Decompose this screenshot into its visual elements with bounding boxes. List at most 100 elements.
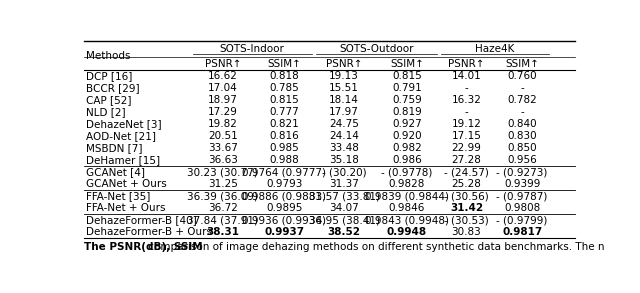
Text: 0.9839 (0.9844): 0.9839 (0.9844) xyxy=(365,191,449,201)
Text: 33.57 (33.81): 33.57 (33.81) xyxy=(308,191,380,201)
Text: comparison of image dehazing methods on different synthetic data benchmarks. The: comparison of image dehazing methods on … xyxy=(145,242,604,252)
Text: 27.28: 27.28 xyxy=(451,155,481,165)
Text: 31.25: 31.25 xyxy=(208,179,238,189)
Text: -: - xyxy=(465,108,468,117)
Text: 17.04: 17.04 xyxy=(208,84,237,93)
Text: GCANet [4]: GCANet [4] xyxy=(86,167,145,177)
Text: 0.927: 0.927 xyxy=(392,119,422,129)
Text: DehazeFormer-B + Ours: DehazeFormer-B + Ours xyxy=(86,227,212,237)
Text: 33.67: 33.67 xyxy=(208,143,238,153)
Text: 0.819: 0.819 xyxy=(392,108,422,117)
Text: MSBDN [7]: MSBDN [7] xyxy=(86,143,143,153)
Text: - (30.53): - (30.53) xyxy=(444,215,489,225)
Text: 38.52: 38.52 xyxy=(328,227,360,237)
Text: 17.15: 17.15 xyxy=(451,131,481,141)
Text: AOD-Net [21]: AOD-Net [21] xyxy=(86,131,156,141)
Text: -: - xyxy=(520,84,524,93)
Text: DeHamer [15]: DeHamer [15] xyxy=(86,155,160,165)
Text: FFA-Net [35]: FFA-Net [35] xyxy=(86,191,150,201)
Text: 25.28: 25.28 xyxy=(451,179,481,189)
Text: 0.9948: 0.9948 xyxy=(387,227,427,237)
Text: 0.988: 0.988 xyxy=(269,155,300,165)
Text: 0.821: 0.821 xyxy=(269,119,300,129)
Text: - (0.9787): - (0.9787) xyxy=(497,191,548,201)
Text: 0.9886 (0.9881): 0.9886 (0.9881) xyxy=(243,191,326,201)
Text: DehazeFormer-B [40]: DehazeFormer-B [40] xyxy=(86,215,196,225)
Text: 0.9843 (0.9948): 0.9843 (0.9948) xyxy=(365,215,449,225)
Text: 16.32: 16.32 xyxy=(451,96,481,105)
Text: 0.9808: 0.9808 xyxy=(504,203,540,213)
Text: SOTS-Indoor: SOTS-Indoor xyxy=(220,44,285,54)
Text: GCANet + Ours: GCANet + Ours xyxy=(86,179,166,189)
Text: BCCR [29]: BCCR [29] xyxy=(86,84,140,93)
Text: 0.9399: 0.9399 xyxy=(504,179,540,189)
Text: 0.9895: 0.9895 xyxy=(266,203,303,213)
Text: 20.51: 20.51 xyxy=(208,131,237,141)
Text: 35.18: 35.18 xyxy=(329,155,359,165)
Text: 31.42: 31.42 xyxy=(450,203,483,213)
Text: PSNR↑: PSNR↑ xyxy=(448,59,484,69)
Text: 34.95 (38.41): 34.95 (38.41) xyxy=(308,215,380,225)
Text: 0.9936 (0.9936): 0.9936 (0.9936) xyxy=(243,215,326,225)
Text: SSIM↑: SSIM↑ xyxy=(505,59,539,69)
Text: 19.12: 19.12 xyxy=(451,119,481,129)
Text: 0.956: 0.956 xyxy=(508,155,537,165)
Text: 0.9793: 0.9793 xyxy=(266,179,303,189)
Text: The PSNR(dB), SSIM: The PSNR(dB), SSIM xyxy=(84,242,203,252)
Text: 0.785: 0.785 xyxy=(269,84,300,93)
Text: - (24.57): - (24.57) xyxy=(444,167,489,177)
Text: 0.760: 0.760 xyxy=(508,71,537,81)
Text: - (0.9799): - (0.9799) xyxy=(497,215,548,225)
Text: 18.97: 18.97 xyxy=(208,96,238,105)
Text: 19.82: 19.82 xyxy=(208,119,238,129)
Text: 18.14: 18.14 xyxy=(329,96,359,105)
Text: 0.830: 0.830 xyxy=(508,131,537,141)
Text: 0.815: 0.815 xyxy=(269,96,300,105)
Text: 0.759: 0.759 xyxy=(392,96,422,105)
Text: 37.84 (37.91): 37.84 (37.91) xyxy=(188,215,259,225)
Text: 0.777: 0.777 xyxy=(269,108,300,117)
Text: DehazeNet [3]: DehazeNet [3] xyxy=(86,119,161,129)
Text: -: - xyxy=(465,84,468,93)
Text: 0.982: 0.982 xyxy=(392,143,422,153)
Text: - (30.56): - (30.56) xyxy=(444,191,489,201)
Text: PSNR↑: PSNR↑ xyxy=(205,59,241,69)
Text: 31.37: 31.37 xyxy=(329,179,359,189)
Text: SSIM↑: SSIM↑ xyxy=(268,59,301,69)
Text: 24.75: 24.75 xyxy=(329,119,359,129)
Text: Haze4K: Haze4K xyxy=(476,44,515,54)
Text: 0.850: 0.850 xyxy=(508,143,537,153)
Text: 15.51: 15.51 xyxy=(329,84,359,93)
Text: 36.72: 36.72 xyxy=(208,203,238,213)
Text: 17.97: 17.97 xyxy=(329,108,359,117)
Text: -: - xyxy=(520,108,524,117)
Text: 30.83: 30.83 xyxy=(451,227,481,237)
Text: FFA-Net + Ours: FFA-Net + Ours xyxy=(86,203,166,213)
Text: 34.07: 34.07 xyxy=(329,203,359,213)
Text: 36.63: 36.63 xyxy=(208,155,238,165)
Text: 19.13: 19.13 xyxy=(329,71,359,81)
Text: 0.985: 0.985 xyxy=(269,143,300,153)
Text: 36.39 (36.09): 36.39 (36.09) xyxy=(188,191,259,201)
Text: 38.31: 38.31 xyxy=(206,227,239,237)
Text: SOTS-Outdoor: SOTS-Outdoor xyxy=(339,44,413,54)
Text: 17.29: 17.29 xyxy=(208,108,238,117)
Text: PSNR↑: PSNR↑ xyxy=(326,59,362,69)
Text: 0.9764 (0.9777): 0.9764 (0.9777) xyxy=(243,167,326,177)
Text: DCP [16]: DCP [16] xyxy=(86,71,132,81)
Text: 0.9828: 0.9828 xyxy=(388,179,425,189)
Text: 0.986: 0.986 xyxy=(392,155,422,165)
Text: 0.791: 0.791 xyxy=(392,84,422,93)
Text: 30.23 (30.77): 30.23 (30.77) xyxy=(188,167,258,177)
Text: 0.840: 0.840 xyxy=(508,119,537,129)
Text: - (30.20): - (30.20) xyxy=(322,167,367,177)
Text: 0.816: 0.816 xyxy=(269,131,300,141)
Text: 0.9937: 0.9937 xyxy=(264,227,305,237)
Text: 16.62: 16.62 xyxy=(208,71,238,81)
Text: 0.815: 0.815 xyxy=(392,71,422,81)
Text: 14.01: 14.01 xyxy=(451,71,481,81)
Text: - (0.9273): - (0.9273) xyxy=(497,167,548,177)
Text: 0.9817: 0.9817 xyxy=(502,227,542,237)
Text: 24.14: 24.14 xyxy=(329,131,359,141)
Text: SSIM↑: SSIM↑ xyxy=(390,59,424,69)
